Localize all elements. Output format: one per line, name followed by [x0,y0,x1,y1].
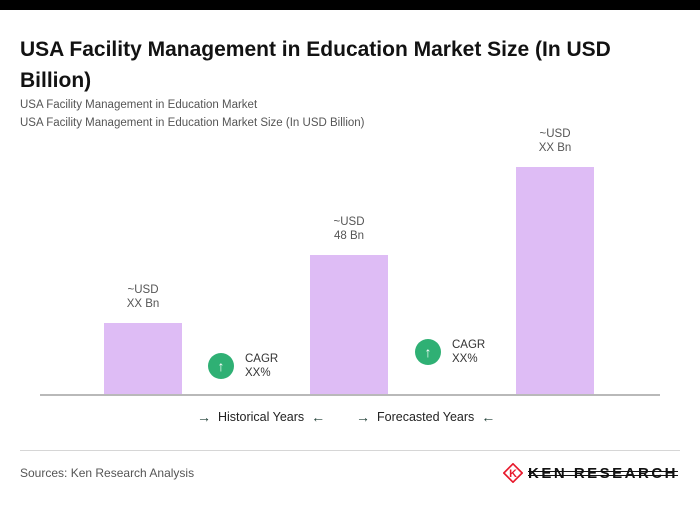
subtitle-line-1: USA Facility Management in Education Mar… [20,99,258,111]
page-title: USA Facility Management in Education Mar… [20,38,611,92]
ken-research-logo: K KEN RESEARCH [502,463,679,483]
legend-label: Historical Years [218,410,305,424]
cagr-badge: ↑ CAGR XX% [415,338,485,366]
cagr-badge: ↑ CAGR XX% [208,352,278,380]
up-arrow-icon: ↑ [208,353,234,379]
bar-value-label: ~USD 48 Bn [289,215,409,243]
left-arrow-icon: ← [311,409,326,425]
x-axis-baseline [40,394,660,396]
bar-value-label: ~USD XX Bn [495,127,615,155]
cagr-text: CAGR XX% [245,352,278,380]
ken-research-logo-text: KEN RESEARCH [527,464,679,482]
legend-label: Forecasted Years [377,410,475,424]
right-arrow-icon: → [356,409,370,425]
top-accent-bar [0,0,700,10]
right-arrow-icon: → [197,409,211,425]
cagr-label: CAGR [245,353,279,365]
legend-forecasted-years: → Forecasted Years ← [356,409,495,425]
svg-text:K: K [509,468,517,480]
bar-middle [310,255,388,394]
bar-forecast [516,167,594,394]
cagr-label: CAGR [452,339,486,351]
footer-divider [20,450,680,451]
left-arrow-icon: ← [481,409,496,425]
subtitle-line-2: USA Facility Management in Education Mar… [20,117,365,129]
bar-historical [104,323,182,394]
sources-text: Sources: Ken Research Analysis [20,466,195,480]
ken-research-logo-icon: K [502,463,523,483]
bar-value-label-bottom: XX Bn [126,298,160,310]
bar-value-label-bottom: XX Bn [538,142,572,154]
bar-value-label-top: ~USD [333,216,365,228]
cagr-value: XX% [245,367,271,379]
bar-value-label-bottom: 48 Bn [333,230,365,242]
bar-value-label-top: ~USD [539,128,571,140]
cagr-text: CAGR XX% [452,338,485,366]
legend-historical-years: → Historical Years ← [197,409,325,425]
bar-value-label: ~USD XX Bn [83,283,203,311]
cagr-value: XX% [452,353,478,365]
up-arrow-icon: ↑ [415,339,441,365]
bar-value-label-top: ~USD [127,284,159,296]
